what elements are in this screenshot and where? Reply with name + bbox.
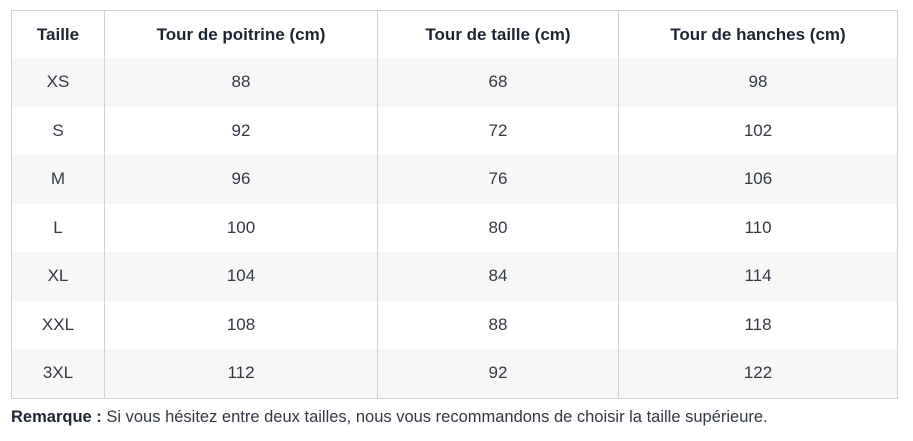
size-note: Remarque : Si vous hésitez entre deux ta… <box>11 407 897 428</box>
chest-measurement-cell: 96 <box>104 155 378 204</box>
chest-measurement-cell: 100 <box>104 203 378 252</box>
hips-measurement-cell: 98 <box>618 58 898 107</box>
size-cell: 3XL <box>42 363 74 383</box>
table-row: 3XL 112 92 122 <box>11 349 898 398</box>
size-chart-table: Taille Tour de poitrine (cm) Tour de tai… <box>11 10 898 399</box>
waist-measurement-cell: 72 <box>377 106 619 155</box>
hips-measurement-cell: 106 <box>618 155 898 204</box>
size-cell: XL <box>47 266 69 286</box>
waist-measurement-cell: 84 <box>377 252 619 301</box>
size-cell: XXL <box>41 314 75 334</box>
chest-measurement-cell: 112 <box>104 349 378 398</box>
hips-measurement-cell: 118 <box>618 300 898 349</box>
size-cell: M <box>50 169 66 189</box>
column-header-waist: Tour de taille (cm) <box>377 10 619 58</box>
table-body: XS 88 68 98 S 92 72 102 M 96 76 106 L 100 80 110 XL 104 84… <box>11 58 898 398</box>
table-row: S 92 72 102 <box>11 106 898 155</box>
table-row: L 100 80 110 <box>11 203 898 252</box>
waist-measurement-cell: 92 <box>377 349 619 398</box>
waist-measurement-cell: 88 <box>377 300 619 349</box>
note-text: Si vous hésitez entre deux tailles, nous… <box>106 407 768 426</box>
chest-measurement-cell: 104 <box>104 252 378 301</box>
note-label: Remarque : <box>11 407 102 426</box>
column-header-chest: Tour de poitrine (cm) <box>104 10 378 58</box>
hips-measurement-cell: 122 <box>618 349 898 398</box>
table-row: XS 88 68 98 <box>11 58 898 107</box>
waist-measurement-cell: 76 <box>377 155 619 204</box>
column-header-size: Taille <box>11 10 105 58</box>
hips-measurement-cell: 102 <box>618 106 898 155</box>
size-cell: L <box>53 217 63 237</box>
chest-measurement-cell: 108 <box>104 300 378 349</box>
column-header-hips: Tour de hanches (cm) <box>618 10 898 58</box>
table-row: M 96 76 106 <box>11 155 898 204</box>
hips-measurement-cell: 114 <box>618 252 898 301</box>
chest-measurement-cell: 88 <box>104 58 378 107</box>
size-cell: S <box>52 120 64 140</box>
waist-measurement-cell: 80 <box>377 203 619 252</box>
size-cell: XS <box>46 72 70 92</box>
chest-measurement-cell: 92 <box>104 106 378 155</box>
table-row: XL 104 84 114 <box>11 252 898 301</box>
waist-measurement-cell: 68 <box>377 58 619 107</box>
table-row: XXL 108 88 118 <box>11 300 898 349</box>
size-chart-page: Taille Tour de poitrine (cm) Tour de tai… <box>11 10 898 428</box>
table-header-row: Taille Tour de poitrine (cm) Tour de tai… <box>11 10 898 58</box>
hips-measurement-cell: 110 <box>618 203 898 252</box>
